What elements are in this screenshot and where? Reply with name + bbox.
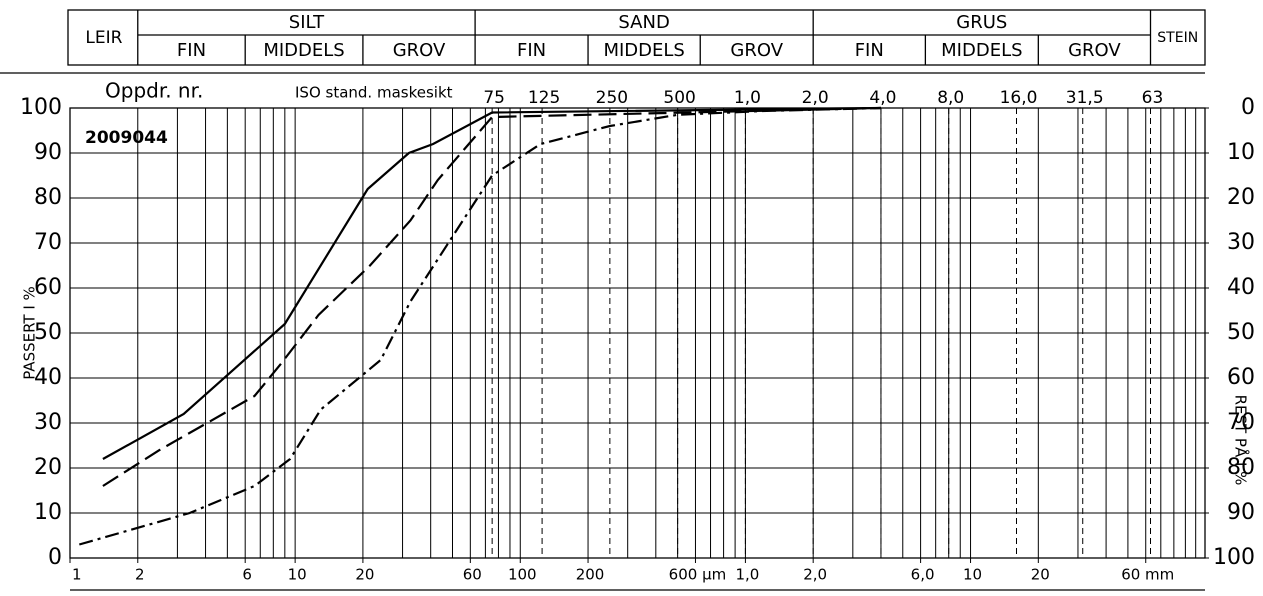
data-line [78,106,882,546]
x-tick-label: 200 [576,566,605,584]
data-line [102,106,882,460]
sample-id: 2009044 [85,128,168,148]
sieve-label: 16,0 [1000,88,1038,108]
y2-tick-label: 90 [1227,500,1255,525]
fraction-part: FIN [177,40,206,61]
x-tick-label: 10 [963,566,982,584]
fraction-name: SAND [618,12,669,33]
y-tick-label: 0 [48,545,62,570]
y-tick-label: 30 [34,410,62,435]
sieve-label: 2,0 [802,88,829,108]
x-tick-label: 2,0 [803,566,827,584]
fraction-part: MIDDELS [941,40,1022,61]
fraction-part: GROV [1068,40,1121,61]
x-tick-label: 1,0 [735,566,759,584]
y2-tick-label: 100 [1213,545,1255,570]
y2-tick-label: 50 [1227,320,1255,345]
job-label: Oppdr. nr. [105,79,203,103]
x-tick-label: 10 [288,566,307,584]
y-tick-label: 50 [34,320,62,345]
sieve-label: 31,5 [1066,88,1104,108]
sieve-label: 250 [596,88,628,108]
fraction-part: MIDDELS [263,40,344,61]
sieve-label: 1,0 [734,88,761,108]
y2-tick-label: 0 [1241,95,1255,120]
y2-tick-label: 60 [1227,365,1255,390]
x-tick-label: 6 [242,566,252,584]
fraction-part: FIN [855,40,884,61]
x-tick-label: 2 [135,566,145,584]
x-tick-label: 60 [463,566,482,584]
sieve-label: 75 [483,88,505,108]
data-line [102,106,882,487]
header-label: LEIR [85,28,122,48]
sieve-label: ISO stand. maskesikt [295,84,453,102]
sieve-label: 4,0 [869,88,896,108]
y2-tick-label: 30 [1227,230,1255,255]
sieve-label: 500 [663,88,695,108]
y2-tick-label: 80 [1227,455,1255,480]
x-tick-label: 600 µm [669,566,727,584]
y-tick-label: 40 [34,365,62,390]
y-tick-label: 70 [34,230,62,255]
x-tick-label: 6,0 [911,566,935,584]
y2-tick-label: 70 [1227,410,1255,435]
y-axis-label: PASSERT I % [21,286,39,380]
fraction-part: GROV [393,40,446,61]
y-tick-label: 10 [34,500,62,525]
x-tick-label: 20 [355,566,374,584]
fraction-part: MIDDELS [603,40,684,61]
fraction-name: SILT [289,12,325,33]
y2-tick-label: 10 [1227,140,1255,165]
x-tick-label: 1 [72,566,82,584]
y2-axis-label: REST PÅ I % [1232,395,1251,486]
y-tick-label: 20 [34,455,62,480]
sieve-label: 8,0 [937,88,964,108]
fraction-name: GRUS [956,12,1007,33]
sieve-label: 125 [528,88,560,108]
y-tick-label: 90 [34,140,62,165]
sieve-label: 63 [1142,88,1164,108]
fraction-part: GROV [730,40,783,61]
x-tick-label: 60 mm [1121,566,1174,584]
y-tick-label: 80 [34,185,62,210]
header-label: STEIN [1157,30,1198,46]
y-tick-label: 100 [20,95,62,120]
x-tick-label: 100 [508,566,537,584]
x-tick-label: 20 [1031,566,1050,584]
y2-tick-label: 40 [1227,275,1255,300]
y2-tick-label: 20 [1227,185,1255,210]
fraction-part: FIN [517,40,546,61]
y-tick-label: 60 [34,275,62,300]
